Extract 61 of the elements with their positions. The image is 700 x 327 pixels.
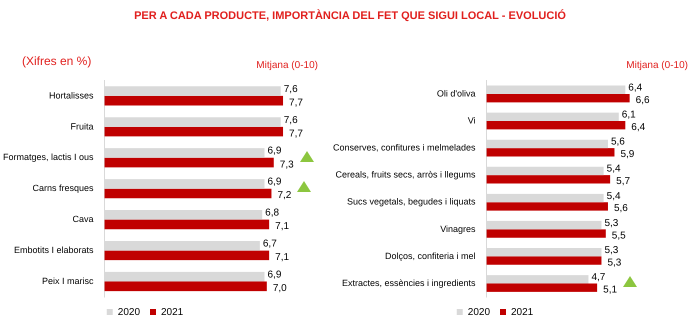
y-tick-label: Oli d'oliva: [436, 88, 476, 98]
y-tick-label: Peix I marisc: [42, 276, 94, 286]
data-label: 6,4: [628, 82, 643, 94]
bar: [486, 229, 606, 238]
y-tick-label: Dolços, confiteria i mel: [385, 250, 476, 261]
data-label: 5,9: [620, 149, 635, 160]
data-label: 5,3: [604, 244, 619, 256]
text: PER A CADA PRODUCTE, IMPORTÀNCIA DEL FET QUE SIGUI LOCAL - EVOLUCIÓ: [133, 10, 567, 22]
bar: [486, 202, 608, 211]
y-tick-label: Conserves, confitures i melmelades: [332, 142, 476, 153]
bar: [486, 94, 630, 102]
data-label: 7,6: [284, 114, 298, 126]
y-tick-label: Hortalisses: [49, 90, 94, 100]
legend-label: 2020: [118, 306, 140, 318]
y-tick-label: Fruita: [70, 121, 94, 132]
data-label: 6,7: [262, 238, 278, 250]
data-label: 5,4: [606, 190, 621, 202]
y-tick-label: Extractes, essències i ingredients: [342, 278, 476, 288]
data-label: 6,4: [631, 122, 646, 133]
data-label: 5,5: [612, 230, 626, 242]
data-label: 7,0: [272, 283, 288, 294]
data-label: 4,7: [591, 272, 606, 284]
bar: [486, 148, 614, 156]
y-tick-label: Formatges, lactis I ous: [2, 152, 94, 162]
y-tick-label: Vinagres: [440, 224, 476, 234]
text: Mitjana (0-10): [256, 60, 318, 71]
legend-label: 2020: [468, 306, 490, 318]
data-label: 7,6: [284, 84, 298, 95]
data-label: 5,6: [610, 136, 626, 148]
data-label: 6,9: [268, 269, 282, 280]
bar: [486, 121, 626, 130]
data-label: 6,8: [265, 208, 280, 219]
y-tick-label: Cava: [72, 214, 94, 224]
data-label: 7,2: [277, 190, 292, 202]
data-label: 7,1: [275, 221, 290, 232]
data-label: 5,3: [607, 257, 622, 268]
data-label: 6,1: [622, 110, 636, 121]
data-label: 6,6: [636, 94, 650, 106]
data-label: 5,6: [614, 203, 628, 214]
data-label: 7,3: [280, 159, 294, 170]
y-tick-label: Cereals, fruits secs, arròs i llegums: [336, 170, 476, 180]
data-label: 5,4: [606, 164, 621, 175]
y-tick-label: Sucs vegetals, begudes i liquats: [346, 196, 476, 207]
data-label: 6,9: [268, 176, 282, 188]
bar: [486, 175, 610, 184]
y-tick-label: Vi: [468, 115, 476, 126]
data-label: 5,3: [604, 218, 619, 229]
bar: [486, 283, 598, 292]
legend-label: 2021: [511, 306, 534, 318]
data-label: 5,1: [603, 284, 618, 296]
data-label: 6,9: [268, 146, 282, 157]
data-label: 7,7: [289, 97, 304, 108]
y-tick-label: Carns fresques: [32, 183, 94, 194]
text: Mitjana (0-10): [626, 60, 688, 71]
legend-label: 2021: [161, 306, 184, 318]
bar: [486, 256, 602, 265]
data-label: 7,1: [275, 252, 290, 264]
text: (Xifres en %): [22, 54, 92, 68]
data-label: 7,7: [289, 128, 304, 140]
y-tick-label: Embotits I elaborats: [14, 245, 94, 256]
data-label: 5,7: [616, 176, 630, 188]
